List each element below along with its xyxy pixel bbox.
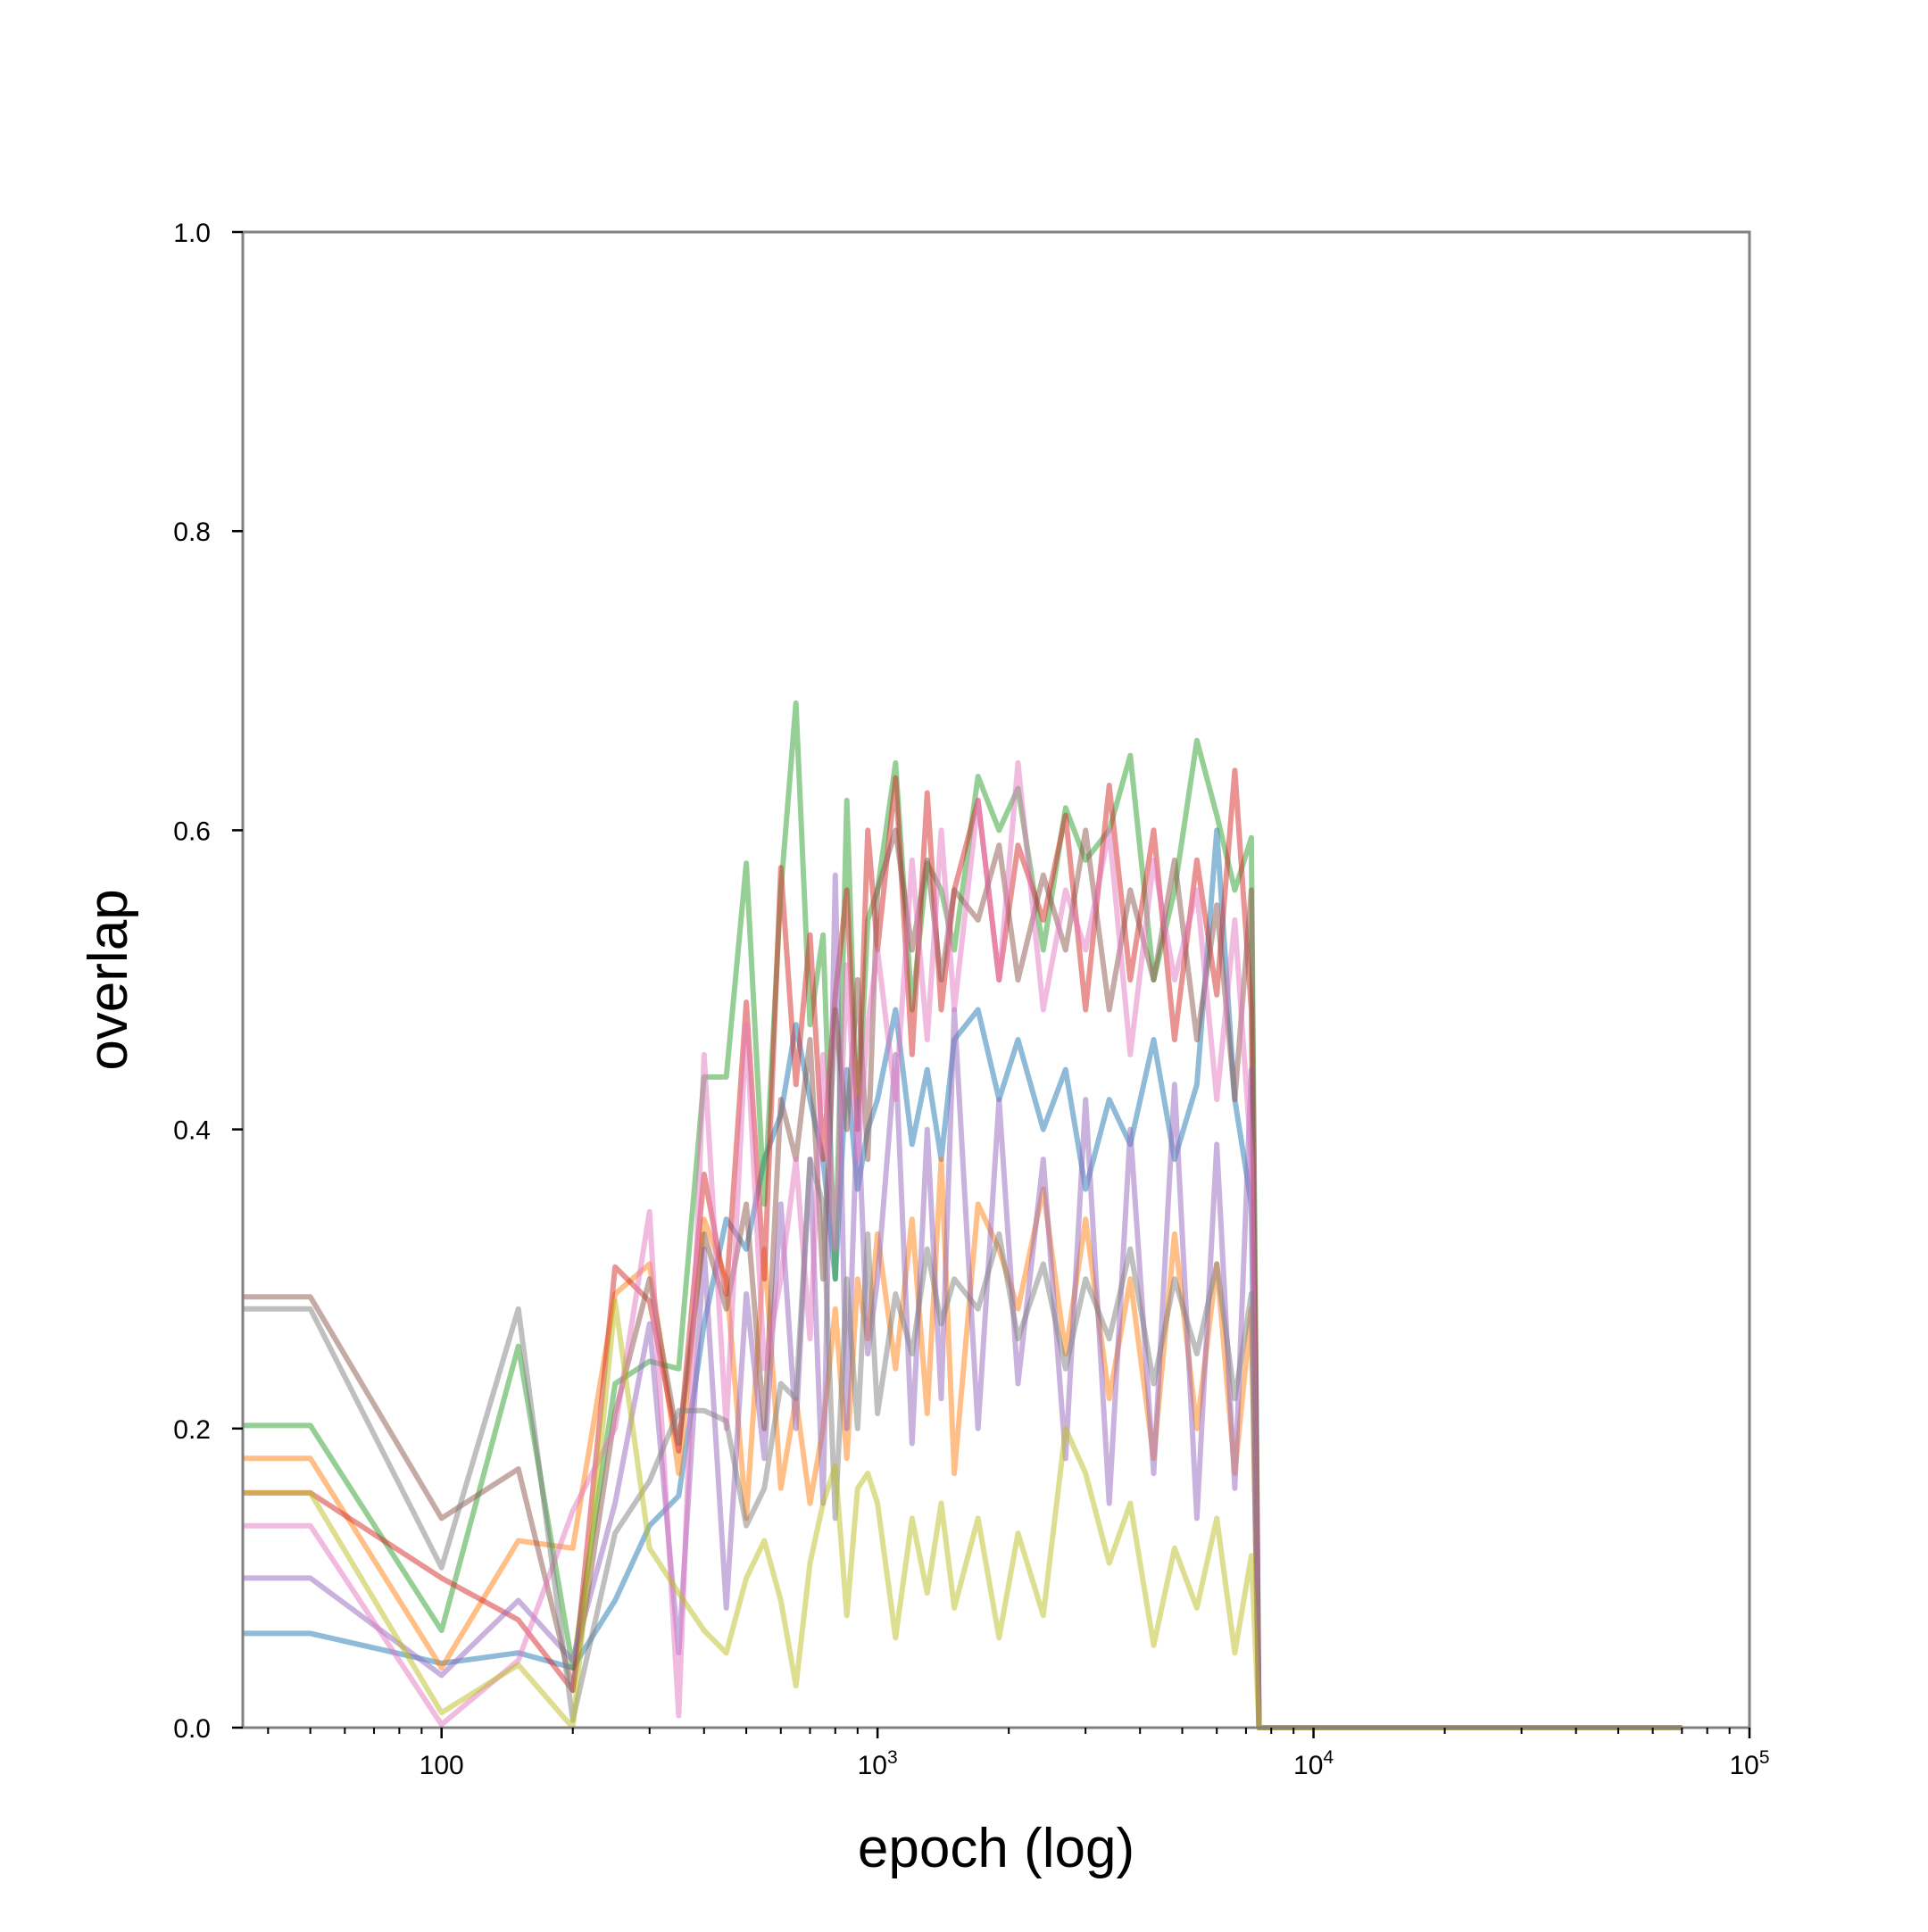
x-axis-label: epoch (log): [858, 1818, 1134, 1879]
y-axis-ticks: 0.0 0.2 0.4 0.6 0.8 1.0: [173, 219, 243, 1744]
x-axis-ticks: 100 103 104 105: [267, 1728, 1770, 1780]
series-line-7: [243, 760, 1683, 1730]
x-tick-label: 104: [1293, 1747, 1334, 1780]
plot-frame: [241, 230, 1751, 1729]
y-tick-label: 0.0: [173, 1714, 211, 1744]
y-tick-label: 0.2: [173, 1415, 211, 1445]
series-line-9: [243, 1298, 1683, 1730]
y-tick-label: 0.6: [173, 817, 211, 846]
x-tick-label: 103: [858, 1747, 898, 1780]
series-line-8: [243, 1157, 1683, 1730]
y-tick-label: 0.8: [173, 518, 211, 547]
series-layer: [243, 700, 1683, 1730]
x-tick-label: 100: [420, 1751, 464, 1780]
plot-area: [243, 232, 1749, 1728]
y-tick-label: 1.0: [173, 219, 211, 248]
y-tick-label: 0.4: [173, 1116, 211, 1146]
y-axis-label: overlap: [78, 889, 139, 1070]
x-tick-label: 105: [1729, 1747, 1769, 1780]
